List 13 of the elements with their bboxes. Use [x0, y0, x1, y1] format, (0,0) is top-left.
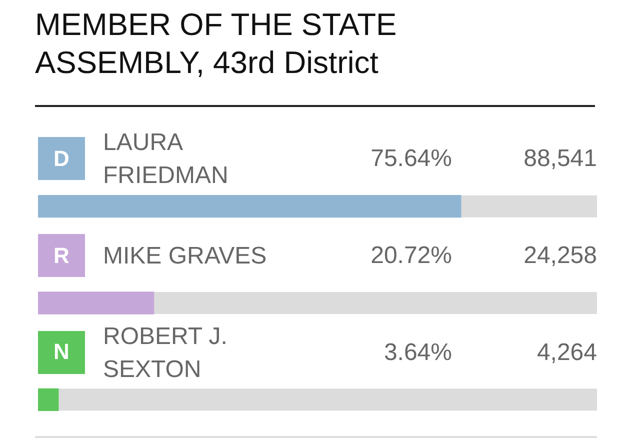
annotation: 88,541: [524, 145, 597, 174]
data-label: 3.64%: [384, 338, 452, 367]
y-tick-label: LAURA FRIEDMAN: [103, 128, 230, 192]
annotation: 4,264: [536, 338, 597, 367]
annotation: N: [38, 330, 85, 374]
annotation: R: [38, 234, 85, 277]
y-tick-label: MIKE GRAVES: [103, 242, 268, 272]
data-label: 75.64%: [370, 145, 452, 174]
chart-title: MEMBER OF THE STATE ASSEMBLY, 43rd District: [35, 6, 398, 82]
data-label: 20.72%: [370, 242, 452, 270]
y-tick-label: ROBERT J. SEXTON: [103, 322, 228, 385]
annotation: D: [38, 137, 85, 180]
annotation: 24,258: [524, 242, 597, 270]
